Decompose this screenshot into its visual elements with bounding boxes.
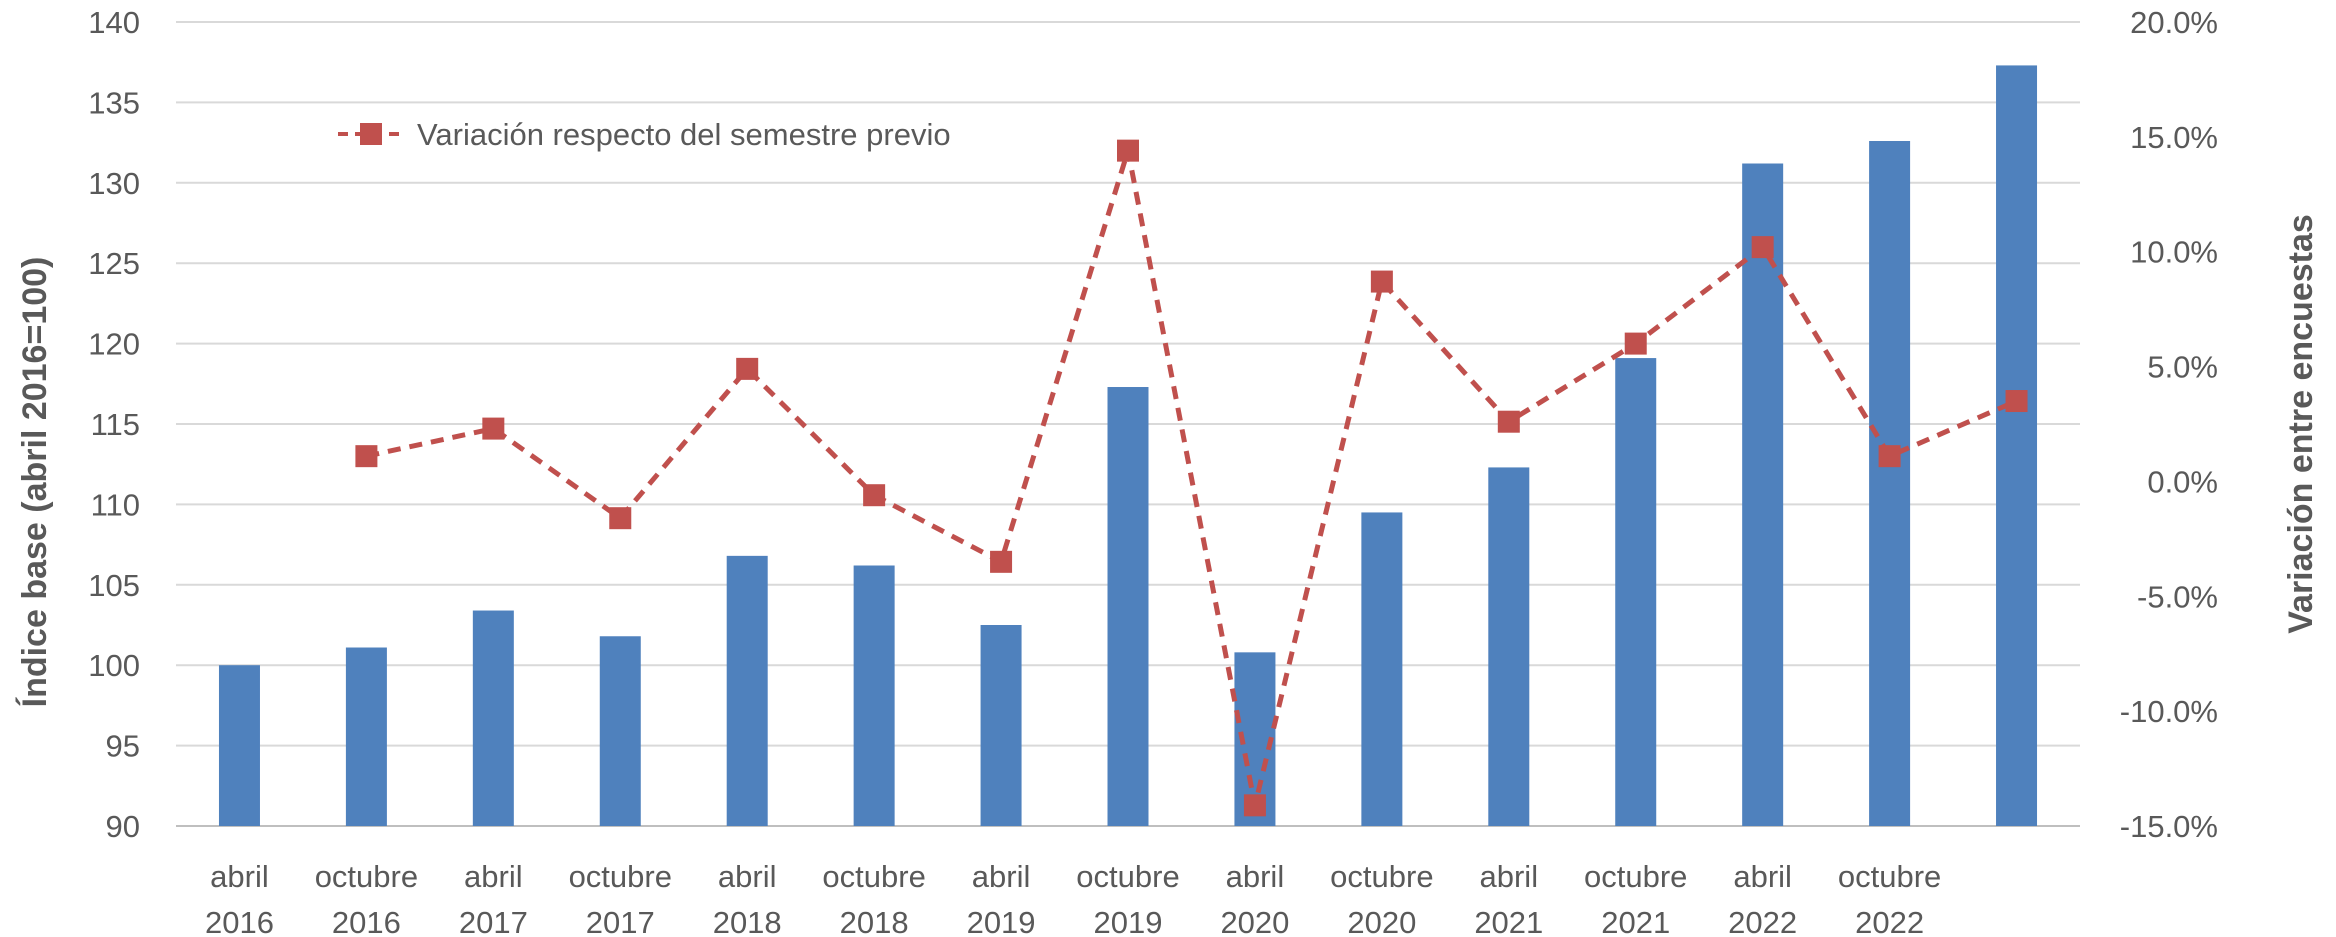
- x-tick-label: 2016: [332, 905, 401, 937]
- x-tick-label: 2017: [586, 905, 655, 937]
- x-tick-label: 2022: [1855, 905, 1924, 937]
- bar: [1615, 358, 1657, 826]
- bar-series: [218, 65, 2038, 826]
- bar: [1742, 163, 1784, 826]
- right-axis-ticks: -15.0% -10.0% -5.0% 0.0% 5.0% 10.0% 15.0% 20.0%: [2120, 5, 2218, 844]
- bar: [345, 647, 387, 826]
- left-tick-label: 140: [88, 5, 140, 40]
- line-point: [1243, 794, 1266, 817]
- line-point: [1751, 236, 1774, 259]
- x-axis-ticks: abril 2016 octubre 2016 abril 2017 octubre 2017…: [205, 859, 1941, 937]
- line-point: [1117, 139, 1139, 162]
- line-point: [2005, 390, 2028, 413]
- x-tick-label: octubre: [315, 859, 418, 894]
- line-point: [736, 357, 759, 380]
- x-tick-label: abril: [464, 859, 523, 894]
- x-tick-label: abril: [718, 859, 777, 894]
- bar: [1869, 140, 1911, 826]
- line-series: [355, 139, 2028, 817]
- x-tick-label: 2018: [840, 905, 909, 937]
- line-point: [863, 484, 886, 507]
- left-tick-label: 135: [88, 85, 140, 120]
- legend-label: Variación respecto del semestre previo: [417, 117, 951, 152]
- left-tick-label: 105: [88, 568, 140, 603]
- right-tick-label: 20.0%: [2130, 5, 2218, 40]
- left-tick-label: 125: [88, 246, 140, 281]
- bar: [853, 565, 895, 826]
- x-tick-label: abril: [1733, 859, 1792, 894]
- x-tick-label: 2021: [1601, 905, 1670, 937]
- bar: [1488, 467, 1530, 826]
- x-tick-label: octubre: [1076, 859, 1179, 894]
- right-axis-title: Variación entre encuestas: [2282, 214, 2320, 634]
- x-tick-label: 2018: [713, 905, 782, 937]
- right-tick-label: -15.0%: [2120, 809, 2218, 844]
- line-point: [1624, 332, 1647, 355]
- bar: [472, 610, 514, 826]
- x-tick-label: abril: [972, 859, 1031, 894]
- x-tick-label: abril: [210, 859, 269, 894]
- right-tick-label: -5.0%: [2137, 579, 2218, 614]
- line-point: [1370, 270, 1393, 293]
- x-tick-label: abril: [1226, 859, 1285, 894]
- line-point: [609, 507, 632, 530]
- left-tick-label: 90: [106, 809, 140, 844]
- left-tick-label: 95: [106, 729, 140, 764]
- line-point: [1878, 445, 1901, 468]
- right-tick-label: 10.0%: [2130, 235, 2218, 270]
- x-tick-label: 2019: [967, 905, 1036, 937]
- x-tick-label: 2017: [459, 905, 528, 937]
- x-tick-label: 2021: [1474, 905, 1543, 937]
- line-point: [355, 445, 378, 468]
- bar: [599, 636, 641, 826]
- bar: [1107, 387, 1149, 826]
- x-tick-label: abril: [1480, 859, 1539, 894]
- x-tick-label: 2022: [1728, 905, 1797, 937]
- x-tick-label: 2019: [1094, 905, 1163, 937]
- x-tick-label: octubre: [822, 859, 925, 894]
- right-tick-label: 15.0%: [2130, 120, 2218, 155]
- left-tick-label: 110: [91, 487, 140, 522]
- x-tick-label: 2020: [1347, 905, 1416, 937]
- line-point: [1497, 410, 1520, 433]
- left-axis-ticks: 90 95 100 105 110 115 120 125 130 135 140: [88, 5, 140, 844]
- x-tick-label: octubre: [569, 859, 672, 894]
- x-tick-label: 2020: [1220, 905, 1289, 937]
- left-tick-label: 120: [88, 327, 140, 362]
- left-tick-label: 115: [91, 407, 140, 442]
- legend: Variación respecto del semestre previo: [338, 117, 951, 152]
- legend-marker-swatch: [360, 123, 382, 145]
- line-point: [990, 550, 1013, 573]
- right-tick-label: 5.0%: [2147, 350, 2218, 385]
- x-tick-label: octubre: [1584, 859, 1687, 894]
- line-path: [365, 148, 2018, 808]
- left-axis-title: Índice base (abril 2016=100): [16, 257, 54, 708]
- bar: [980, 625, 1022, 826]
- left-tick-label: 130: [88, 166, 140, 201]
- right-tick-label: -10.0%: [2120, 694, 2218, 729]
- x-tick-label: octubre: [1330, 859, 1433, 894]
- bar: [1996, 65, 2038, 826]
- bar: [1361, 512, 1403, 826]
- x-tick-label: 2016: [205, 905, 274, 937]
- bar: [726, 555, 768, 826]
- x-tick-label: octubre: [1838, 859, 1941, 894]
- left-tick-label: 100: [88, 648, 140, 683]
- right-tick-label: 0.0%: [2147, 464, 2218, 499]
- line-point: [482, 417, 505, 440]
- bar: [218, 665, 260, 826]
